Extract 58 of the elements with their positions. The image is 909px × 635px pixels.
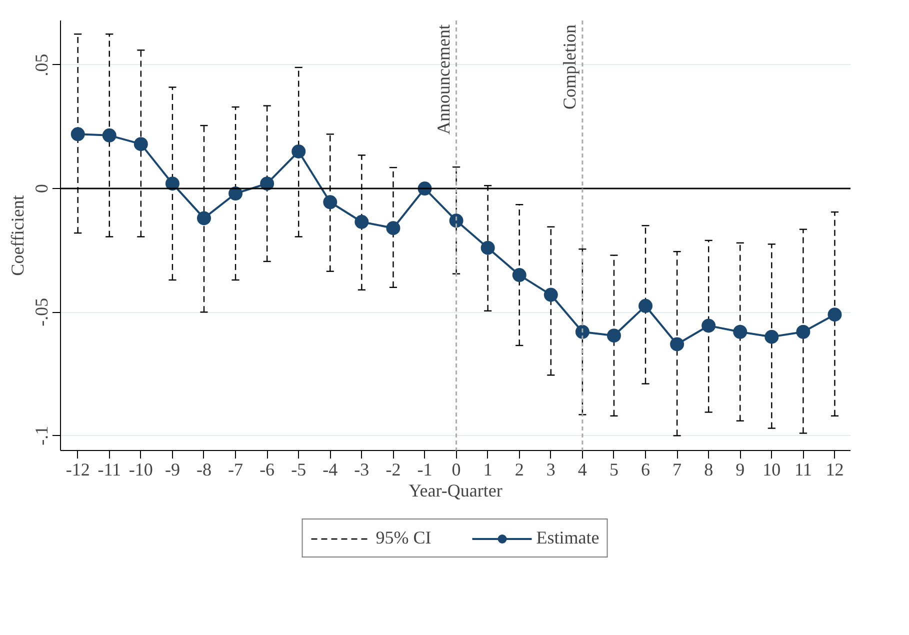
x-tick-label: 11 bbox=[794, 460, 812, 480]
x-tick-label: -5 bbox=[291, 460, 306, 480]
x-tick-label: -1 bbox=[417, 460, 432, 480]
point bbox=[70, 127, 85, 142]
x-tick-label: -11 bbox=[98, 460, 122, 480]
point bbox=[480, 240, 495, 255]
x-tick-label: 9 bbox=[736, 460, 745, 480]
y-tick-label: -.1 bbox=[32, 426, 52, 446]
point bbox=[512, 268, 526, 282]
point bbox=[354, 214, 369, 229]
point bbox=[670, 337, 684, 352]
point bbox=[196, 211, 211, 226]
point bbox=[702, 318, 716, 333]
x-tick-label: -12 bbox=[66, 460, 90, 480]
x-tick-label: 7 bbox=[672, 460, 682, 480]
point bbox=[260, 176, 274, 191]
ref-line-label: Announcement bbox=[433, 24, 454, 134]
point bbox=[323, 195, 338, 210]
y-tick-label: -.05 bbox=[32, 298, 52, 326]
point bbox=[292, 144, 306, 158]
text: 95% CI bbox=[376, 528, 432, 548]
x-tick-label: 0 bbox=[452, 460, 461, 480]
ref-line-label: Completion bbox=[559, 24, 580, 110]
x-tick-label: -7 bbox=[228, 460, 244, 480]
x-tick-label: -2 bbox=[386, 460, 401, 480]
x-tick-label: -8 bbox=[196, 460, 212, 480]
point bbox=[606, 328, 621, 343]
point bbox=[134, 137, 148, 152]
point bbox=[449, 214, 464, 228]
x-tick-label: 4 bbox=[578, 460, 587, 480]
y-tick-label: 0 bbox=[32, 184, 52, 194]
x-tick-label: 8 bbox=[704, 460, 714, 480]
point bbox=[544, 288, 558, 302]
x-tick-label: 2 bbox=[514, 460, 524, 480]
point bbox=[828, 308, 842, 322]
point bbox=[575, 324, 590, 339]
point bbox=[638, 298, 653, 313]
x-tick-label: 5 bbox=[609, 460, 618, 480]
point bbox=[764, 330, 779, 344]
y-axis-title: Coefficient bbox=[8, 195, 28, 276]
point bbox=[386, 221, 400, 236]
legend-label: Estimate bbox=[536, 528, 600, 548]
x-tick-label: 10 bbox=[762, 460, 781, 480]
point bbox=[733, 324, 748, 339]
x-axis-title: Year-Quarter bbox=[408, 480, 502, 500]
x-tick-label: -4 bbox=[322, 460, 338, 480]
point bbox=[796, 324, 810, 339]
x-tick-label: -3 bbox=[354, 460, 370, 480]
x-tick-label: 3 bbox=[546, 460, 556, 480]
x-tick-label: 6 bbox=[641, 460, 650, 480]
y-tick-label: .05 bbox=[32, 54, 52, 76]
point bbox=[102, 128, 116, 142]
x-tick-label: -9 bbox=[164, 460, 180, 480]
point bbox=[165, 176, 180, 191]
x-tick-label: -10 bbox=[128, 460, 153, 480]
x-tick-label: 12 bbox=[826, 460, 844, 480]
x-tick-label: -6 bbox=[260, 460, 275, 480]
x-tick-label: 1 bbox=[483, 460, 492, 480]
